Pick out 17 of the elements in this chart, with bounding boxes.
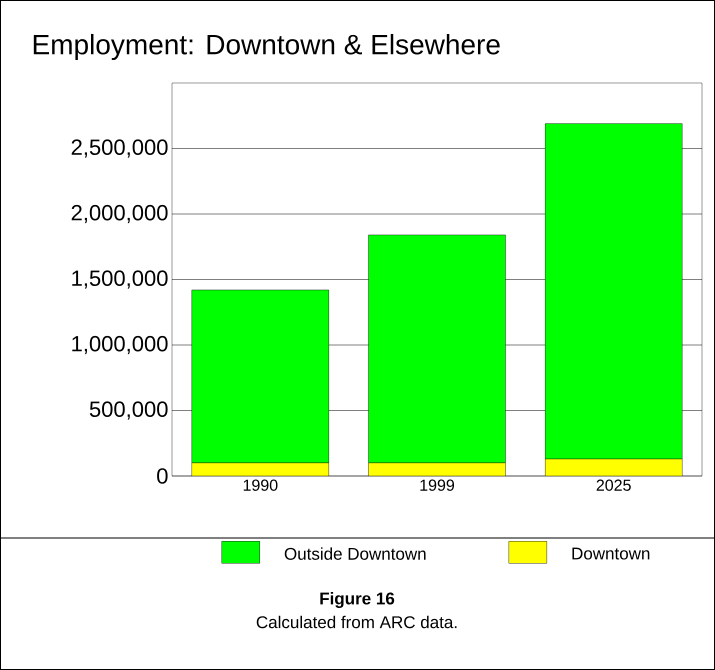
x-tick-label: 2025 <box>596 480 631 491</box>
x-tick-label: 1990 <box>244 480 278 491</box>
y-tick-label: 1,500,000 <box>72 270 168 289</box>
text: Calculated from ARC data. <box>256 616 457 628</box>
y-tick-label: 1,000,000 <box>72 336 168 354</box>
caption: Figure 16 <box>320 592 394 608</box>
y-tick-label: 2,000,000 <box>72 204 168 224</box>
legend-label: Downtown <box>572 548 650 560</box>
chart-title: Employment: Downtown & Elsewhere <box>34 34 500 60</box>
bar <box>368 462 506 476</box>
y-tick-label: 2,500,000 <box>72 139 168 158</box>
y-tick-label: 500,000 <box>90 401 168 420</box>
x-tick-label: 1999 <box>420 480 454 491</box>
bar <box>192 462 329 476</box>
y-tick-label: 0 <box>157 468 168 484</box>
legend-label: Outside Downtown <box>284 547 426 560</box>
bar <box>544 458 682 476</box>
